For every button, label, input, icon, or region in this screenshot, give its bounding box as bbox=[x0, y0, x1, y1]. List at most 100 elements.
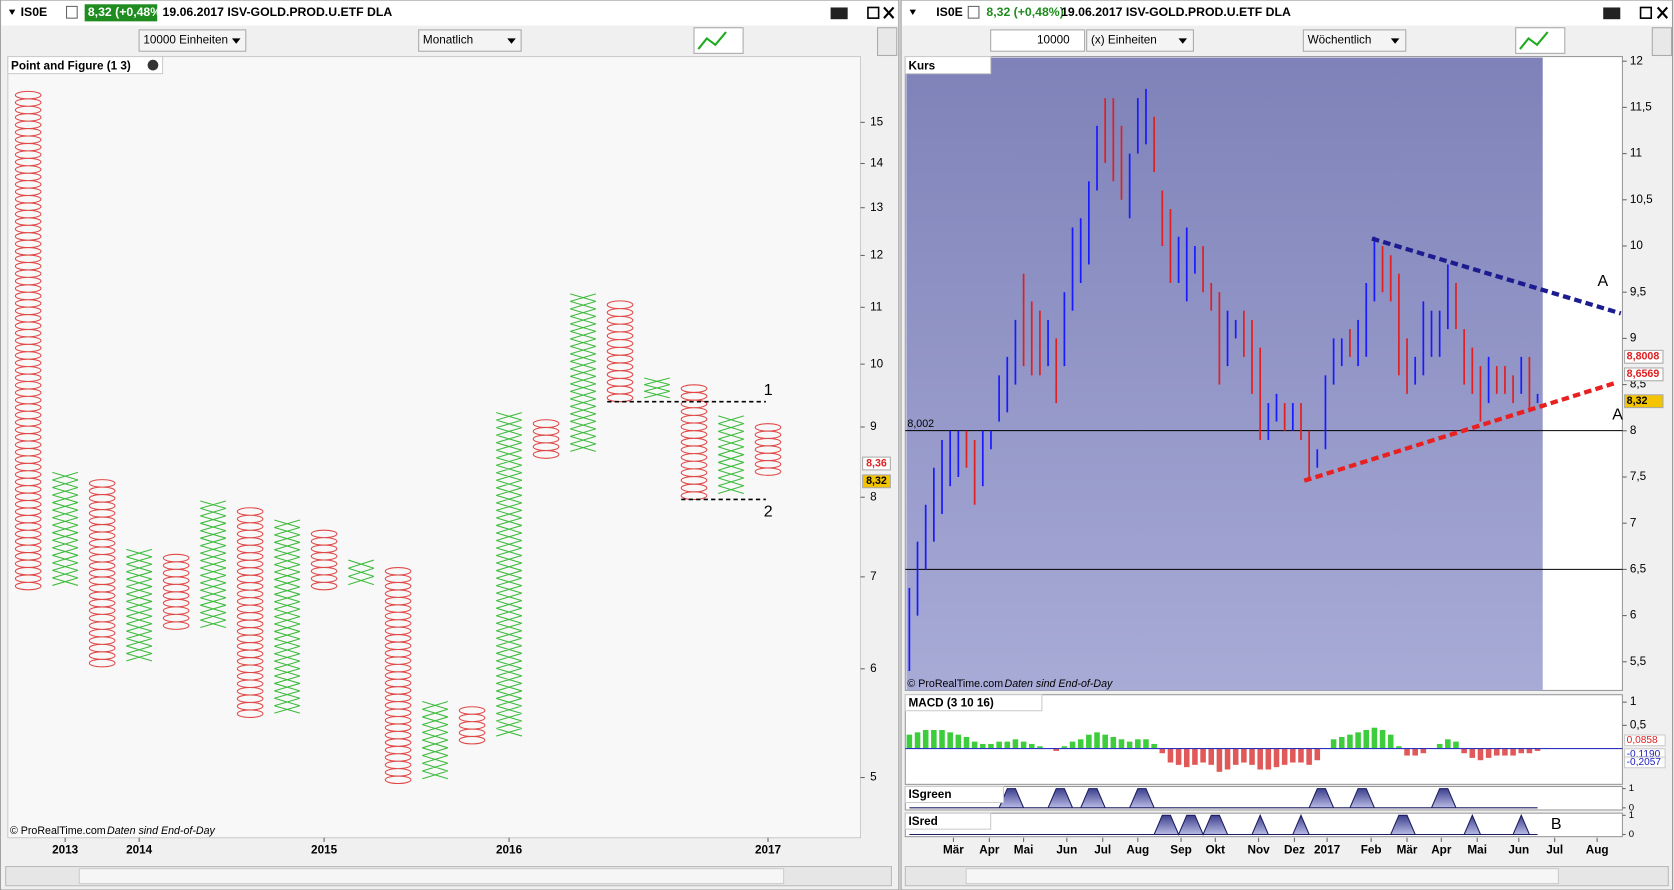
y-tick-label: 10,5 bbox=[1630, 193, 1653, 206]
source: © ProRealTime.com bbox=[10, 825, 106, 837]
side-button[interactable] bbox=[877, 27, 898, 57]
quantity-input[interactable] bbox=[990, 29, 1086, 52]
x-tick-label: Jun bbox=[1508, 844, 1529, 857]
period-combo[interactable] bbox=[418, 29, 522, 52]
x-tick-label: 2017 bbox=[1314, 844, 1340, 857]
y-tick-label: 6 bbox=[870, 662, 877, 675]
scroll-thumb[interactable] bbox=[78, 868, 785, 885]
maximize-button[interactable] bbox=[1639, 6, 1653, 19]
price-tag bbox=[862, 456, 891, 471]
macd-bar bbox=[1273, 748, 1280, 768]
panel-close[interactable] bbox=[147, 59, 159, 71]
y-tick-label: 8 bbox=[870, 490, 877, 503]
macd-bar bbox=[980, 743, 986, 749]
combo-arrow bbox=[231, 38, 241, 44]
y-tick-label: 12 bbox=[1630, 54, 1643, 67]
macd-bar bbox=[1363, 730, 1370, 749]
macd-bar bbox=[1004, 741, 1011, 749]
macd-bar bbox=[963, 736, 970, 749]
menu-arrow[interactable] bbox=[909, 9, 916, 15]
chart-type-button[interactable] bbox=[693, 27, 744, 54]
macd-bar bbox=[1469, 748, 1476, 758]
price-tag-label: 8,6569 bbox=[1627, 368, 1660, 380]
combo-arrow bbox=[1390, 38, 1400, 44]
macd-bar bbox=[1102, 734, 1108, 749]
maximize-button[interactable] bbox=[867, 6, 880, 19]
macd-bar bbox=[1314, 748, 1321, 761]
close-button[interactable] bbox=[883, 6, 895, 19]
keyboard-button[interactable] bbox=[830, 7, 848, 20]
price-tag bbox=[862, 474, 891, 489]
x-tick-label: Aug bbox=[1126, 844, 1149, 857]
x-column bbox=[274, 519, 301, 714]
macd-bar bbox=[1355, 732, 1361, 749]
macd-bar bbox=[1347, 734, 1353, 749]
o-column bbox=[754, 423, 782, 476]
macd-bar bbox=[1208, 748, 1215, 765]
x-tick-label: Mär bbox=[1397, 844, 1418, 857]
macd-bar bbox=[1200, 748, 1206, 763]
value-tag-label: 0,0858 bbox=[1627, 735, 1658, 746]
annotation: A bbox=[1598, 273, 1609, 290]
info-icon[interactable] bbox=[65, 5, 78, 19]
price-tag-label: 8,32 bbox=[1627, 395, 1648, 407]
x-column bbox=[422, 700, 449, 780]
y-tick-label: 5 bbox=[870, 771, 877, 784]
chart-icon bbox=[1519, 31, 1549, 50]
macd-bar bbox=[1445, 739, 1451, 749]
quantity: 10000 bbox=[1037, 34, 1070, 47]
keyboard-button[interactable] bbox=[1603, 7, 1621, 20]
side-button[interactable] bbox=[1651, 27, 1673, 57]
y-tick-label: 9 bbox=[1630, 331, 1637, 344]
x-column bbox=[570, 293, 596, 452]
price-tag bbox=[1624, 349, 1664, 364]
info-icon[interactable] bbox=[967, 5, 980, 19]
x-tick-label: 2015 bbox=[311, 844, 338, 857]
x-tick-label: 2017 bbox=[755, 844, 781, 857]
x-tick-label: 2013 bbox=[52, 844, 79, 857]
units-combo[interactable] bbox=[1086, 29, 1194, 52]
macd-bar bbox=[1232, 748, 1239, 765]
macd-bar bbox=[1420, 748, 1427, 754]
y-tick-label: 0,5 bbox=[1630, 718, 1647, 731]
macd-bar bbox=[1338, 736, 1345, 749]
macd-bar bbox=[1192, 748, 1198, 765]
x-tick-label: Mai bbox=[1014, 844, 1034, 857]
macd-bar bbox=[1510, 748, 1516, 756]
period-combo[interactable] bbox=[1302, 29, 1407, 52]
chart-icon bbox=[697, 31, 727, 50]
units-combo[interactable] bbox=[138, 29, 247, 52]
o-column bbox=[14, 90, 42, 591]
price-tag bbox=[1624, 394, 1664, 409]
macd-bar bbox=[955, 734, 962, 749]
level-label: 2 bbox=[764, 504, 773, 521]
menu-arrow[interactable] bbox=[8, 9, 16, 15]
overlay: Kurs © ProRealTime.com Daten sind End-of… bbox=[904, 56, 1562, 833]
source: © ProRealTime.com bbox=[907, 678, 1003, 690]
title-bar bbox=[902, 1, 1672, 26]
x-tick-label: 2016 bbox=[496, 844, 523, 857]
y-tick-label: 11,5 bbox=[1630, 100, 1652, 113]
macd-bar bbox=[906, 734, 913, 749]
macd-bar bbox=[1175, 748, 1182, 765]
x-column bbox=[126, 548, 153, 662]
annotation: B bbox=[1551, 816, 1562, 833]
scroll-thumb[interactable] bbox=[965, 868, 1559, 885]
x-tick-label: Apr bbox=[979, 844, 1000, 857]
signal-area bbox=[909, 788, 1538, 809]
macd-bar bbox=[914, 732, 921, 749]
panel-tab bbox=[904, 694, 1043, 712]
value-tag-label: -0,1190 bbox=[1627, 749, 1661, 760]
y-tick-label: 10 bbox=[1630, 239, 1644, 252]
value-tag-label: -0,2057 bbox=[1627, 757, 1662, 768]
macd-bar bbox=[1020, 741, 1027, 749]
x-tick-label: Mai bbox=[1467, 844, 1487, 857]
close-button[interactable] bbox=[1656, 6, 1669, 19]
macd-bar bbox=[1257, 748, 1263, 770]
macd-bar bbox=[1396, 746, 1402, 749]
y-tick-label: 11 bbox=[1630, 147, 1642, 160]
o-column bbox=[384, 567, 412, 785]
